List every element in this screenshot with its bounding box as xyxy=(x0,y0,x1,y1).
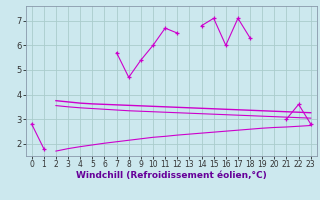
X-axis label: Windchill (Refroidissement éolien,°C): Windchill (Refroidissement éolien,°C) xyxy=(76,171,267,180)
